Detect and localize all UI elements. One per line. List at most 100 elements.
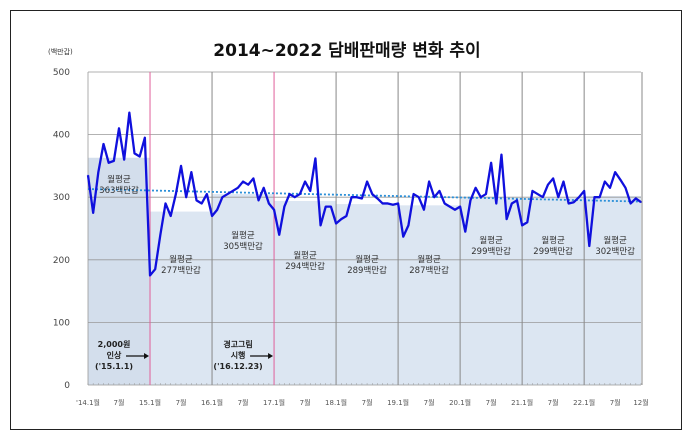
data-point bbox=[449, 205, 451, 208]
data-point bbox=[309, 190, 311, 192]
annotation-text: 2,000원 bbox=[98, 339, 131, 349]
average-label-value: 289백만갑 bbox=[347, 265, 387, 276]
data-point bbox=[588, 245, 590, 247]
data-point bbox=[542, 196, 544, 198]
data-point bbox=[418, 196, 420, 198]
data-point bbox=[133, 152, 136, 154]
data-point bbox=[97, 171, 99, 173]
x-tick-label: 17.1월 bbox=[263, 398, 285, 407]
average-label-title: 월평균 bbox=[355, 254, 379, 265]
average-label-title: 월평균 bbox=[231, 230, 255, 241]
data-point bbox=[412, 193, 415, 195]
x-tick-label: 7월 bbox=[300, 398, 311, 407]
data-point bbox=[464, 231, 466, 233]
data-point bbox=[201, 202, 203, 205]
data-point bbox=[299, 193, 301, 195]
data-point bbox=[490, 162, 492, 164]
annotation-text: ('16.12.23) bbox=[213, 362, 262, 371]
data-point bbox=[206, 193, 208, 195]
average-label-value: 287백만갑 bbox=[409, 265, 449, 276]
data-point bbox=[87, 174, 89, 176]
data-point bbox=[232, 190, 234, 192]
data-point bbox=[635, 197, 637, 200]
data-point bbox=[516, 199, 518, 201]
data-point bbox=[531, 190, 534, 192]
data-point bbox=[221, 196, 223, 198]
data-point bbox=[273, 209, 275, 211]
data-point bbox=[578, 196, 580, 198]
x-tick-label: 20.1월 bbox=[449, 398, 471, 407]
average-band-2019 bbox=[398, 205, 461, 385]
data-point bbox=[330, 205, 332, 208]
data-point bbox=[387, 202, 389, 205]
data-point bbox=[278, 234, 280, 236]
data-point bbox=[593, 196, 596, 198]
data-point bbox=[407, 224, 410, 226]
data-point bbox=[604, 180, 606, 183]
x-tick-label: '14.1월 bbox=[76, 398, 100, 407]
data-point bbox=[268, 202, 270, 205]
data-point bbox=[371, 193, 373, 195]
data-point bbox=[92, 212, 94, 214]
average-label-value: 302백만갑 bbox=[595, 246, 635, 257]
data-point bbox=[340, 218, 342, 220]
data-point bbox=[257, 199, 260, 201]
data-point bbox=[599, 196, 601, 198]
data-point bbox=[573, 201, 575, 203]
y-tick-label: 300 bbox=[53, 193, 70, 203]
data-point bbox=[537, 193, 539, 195]
x-tick-label: 22.1월 bbox=[573, 398, 595, 407]
average-label-title: 월평균 bbox=[479, 235, 503, 246]
annotation-text: 경고그림 bbox=[223, 339, 252, 349]
average-band-2021 bbox=[522, 197, 585, 385]
data-point bbox=[216, 209, 218, 211]
average-label-title: 월평균 bbox=[293, 250, 317, 261]
data-point bbox=[438, 190, 441, 192]
data-point bbox=[583, 190, 585, 192]
x-tick-label: 7월 bbox=[114, 398, 125, 407]
data-point bbox=[366, 180, 368, 183]
data-point bbox=[247, 184, 249, 186]
average-label-title: 월평균 bbox=[417, 254, 441, 265]
average-label-value: 294백만갑 bbox=[285, 261, 325, 272]
data-point bbox=[459, 205, 461, 208]
x-tick-label: 12월 bbox=[633, 398, 648, 407]
data-point bbox=[381, 202, 384, 205]
data-point bbox=[521, 224, 523, 226]
data-point bbox=[495, 202, 497, 205]
data-point bbox=[283, 205, 285, 208]
data-point bbox=[392, 204, 394, 206]
average-band-2017 bbox=[274, 200, 337, 385]
data-point bbox=[102, 143, 105, 145]
average-label-value: 277백만갑 bbox=[161, 265, 201, 276]
data-point bbox=[195, 199, 198, 201]
x-tick-label: 7월 bbox=[424, 398, 435, 407]
annotation-arrowhead bbox=[144, 353, 150, 359]
y-tick-label: 100 bbox=[53, 318, 70, 328]
annotation-text: 인상 bbox=[107, 350, 122, 360]
data-point bbox=[444, 202, 446, 205]
average-band-2018 bbox=[336, 204, 399, 385]
x-tick-label: 7월 bbox=[176, 398, 187, 407]
data-point bbox=[423, 209, 425, 211]
data-point bbox=[350, 196, 353, 198]
data-point bbox=[557, 196, 559, 198]
x-tick-label: 15.1월 bbox=[139, 398, 161, 407]
data-point bbox=[144, 137, 146, 139]
data-point bbox=[562, 180, 565, 183]
data-point bbox=[314, 157, 317, 159]
data-point bbox=[175, 193, 177, 195]
x-tick-label: 16.1월 bbox=[201, 398, 223, 407]
y-axis-unit: (백만갑) bbox=[48, 48, 73, 56]
average-label-title: 월평균 bbox=[169, 254, 193, 265]
data-point bbox=[304, 180, 306, 183]
data-point bbox=[237, 187, 239, 189]
data-point bbox=[640, 201, 642, 203]
x-tick-label: 7월 bbox=[238, 398, 249, 407]
data-point bbox=[356, 196, 358, 198]
data-point bbox=[263, 187, 265, 189]
average-band-2020 bbox=[460, 197, 523, 385]
average-band-2014 bbox=[88, 157, 151, 385]
annotation-arrowhead bbox=[268, 353, 274, 359]
data-point bbox=[149, 274, 151, 277]
